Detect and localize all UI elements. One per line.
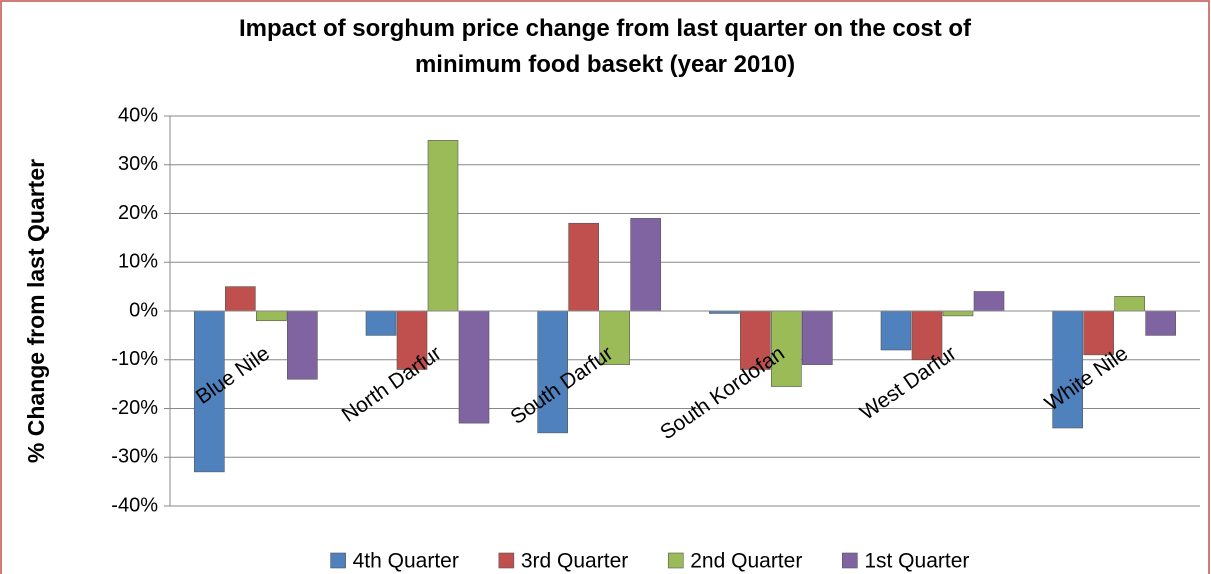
y-tick-label: 20% (118, 202, 158, 224)
bar (630, 218, 661, 312)
bar (1083, 310, 1114, 356)
bar (537, 310, 568, 434)
bar (802, 310, 833, 365)
legend-label: 1st Quarter (864, 550, 969, 573)
legend-swatch (667, 552, 684, 569)
y-axis-title: % Change from last Quarter (23, 159, 49, 463)
y-tick-label: 30% (118, 153, 158, 175)
bar (1145, 310, 1176, 336)
bar (396, 310, 428, 370)
y-tick-label: -40% (111, 494, 158, 516)
bar (599, 310, 630, 365)
bar (287, 310, 318, 380)
y-tick-label: 0% (129, 299, 158, 321)
y-tick-label: -30% (111, 446, 158, 468)
legend-label: 2nd Quarter (690, 550, 802, 573)
bar (427, 140, 459, 312)
legend-swatch (498, 552, 515, 569)
legend-swatch (842, 552, 858, 569)
y-tick-label: 10% (118, 251, 158, 273)
bar (973, 291, 1005, 312)
legend-label: 4th Quarter (353, 550, 459, 573)
bar (771, 310, 802, 387)
bar (458, 310, 490, 424)
bar (942, 310, 974, 317)
y-tick-label: -10% (111, 348, 158, 370)
chart-title: Impact of sorghum price change from last… (239, 15, 972, 78)
y-tick-label: -20% (111, 397, 158, 419)
y-tick-label: 40% (118, 104, 158, 126)
legend-swatch (330, 552, 346, 569)
legend: 4th Quarter 3rd Quarter 2nd Quarter 1st Qua… (330, 550, 969, 573)
bar (568, 222, 599, 312)
bar (365, 310, 397, 336)
bar (225, 286, 256, 312)
bar (256, 310, 287, 322)
bar (740, 310, 771, 370)
bar (1052, 310, 1083, 429)
bar (1114, 296, 1145, 312)
bar (911, 310, 943, 361)
bar (880, 310, 912, 351)
legend-label: 3rd Quarter (521, 550, 628, 573)
